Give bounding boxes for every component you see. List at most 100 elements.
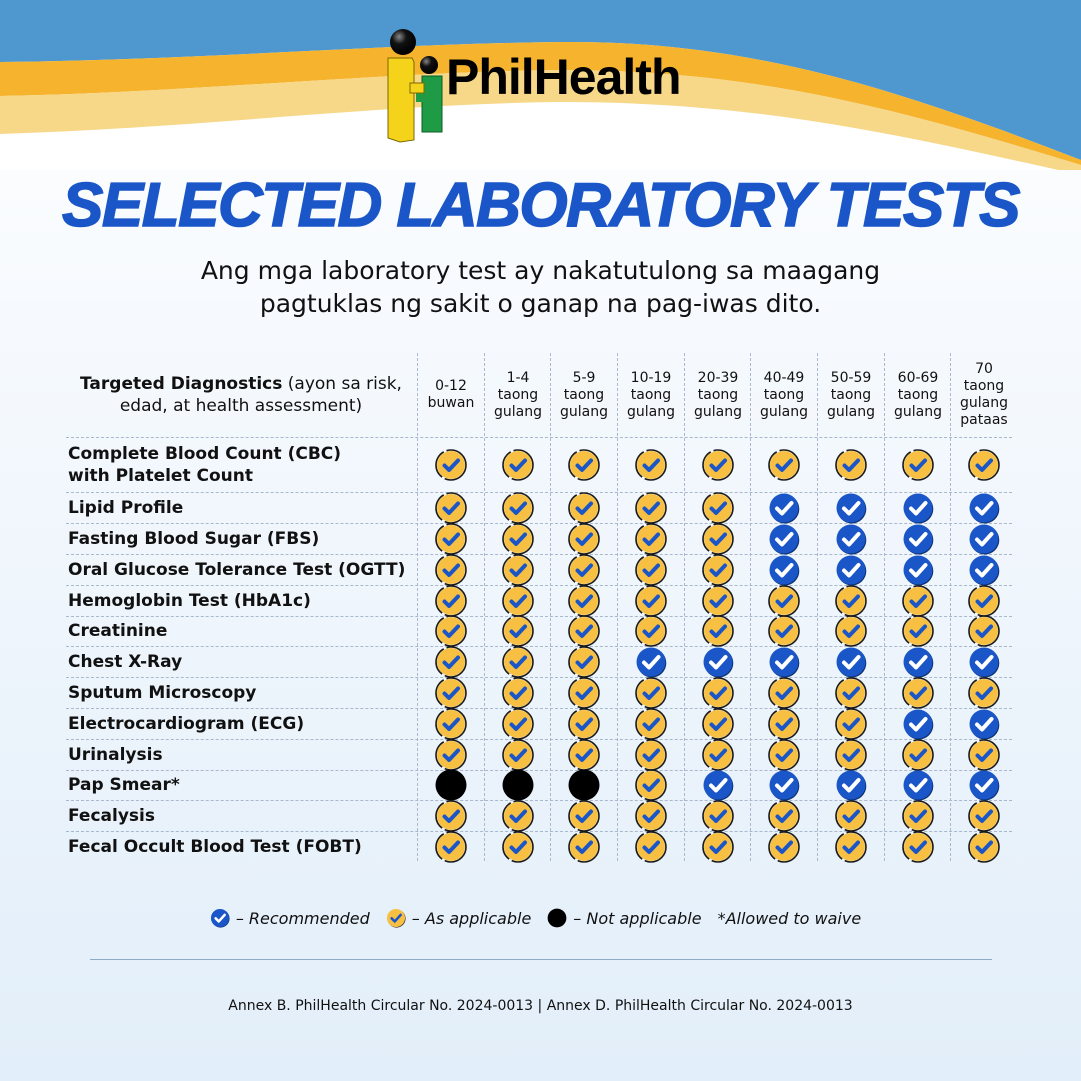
as-applicable-check-icon	[702, 738, 734, 771]
status-cell-as-applicable	[418, 522, 484, 555]
status-cell-as-applicable	[418, 707, 484, 740]
as-applicable-check-icon	[568, 448, 600, 481]
column-divider	[750, 353, 751, 861]
as-applicable-check-icon	[835, 738, 867, 771]
row-divider	[66, 554, 1012, 555]
as-applicable-check-icon	[835, 584, 867, 617]
recommended-check-icon	[836, 524, 867, 554]
as-applicable-check-icon	[435, 645, 467, 678]
as-applicable-check-icon	[568, 707, 600, 740]
status-cell-recommended	[751, 770, 817, 801]
recommended-check-icon	[903, 709, 934, 739]
as-applicable-check-icon	[435, 584, 467, 617]
test-name-line: with Platelet Count	[68, 465, 253, 486]
recommended-check-icon	[836, 770, 867, 801]
as-applicable-check-icon	[635, 707, 667, 740]
as-applicable-check-icon	[568, 799, 600, 832]
as-applicable-check-icon	[768, 676, 800, 709]
status-cell-recommended	[818, 770, 884, 801]
as-applicable-check-icon	[568, 830, 600, 863]
status-cell-as-applicable	[551, 707, 617, 740]
column-header-line: 50-59	[830, 369, 872, 386]
as-applicable-check-icon	[502, 645, 534, 678]
status-cell-as-applicable	[551, 830, 617, 863]
column-header-line: taong	[963, 378, 1005, 394]
as-applicable-check-icon	[702, 553, 734, 586]
status-cell-as-applicable	[685, 799, 751, 832]
as-applicable-check-icon	[568, 738, 600, 771]
test-name-line: Urinalysis	[68, 744, 163, 765]
not-applicable-dot-icon	[502, 769, 534, 801]
as-applicable-check-icon	[502, 448, 534, 481]
recommended-check-icon	[210, 908, 230, 928]
as-applicable-check-icon	[502, 799, 534, 832]
status-cell-as-applicable	[818, 830, 884, 863]
as-applicable-check-icon	[968, 448, 1000, 481]
as-applicable-check-icon	[635, 830, 667, 863]
status-cell-recommended	[818, 523, 884, 554]
status-cell-as-applicable	[618, 830, 684, 863]
as-applicable-check-icon	[435, 830, 467, 863]
legend-not-applicable: – Not applicable	[547, 908, 702, 928]
recommended-check-icon	[969, 555, 1000, 585]
status-cell-as-applicable	[485, 615, 551, 647]
as-applicable-check-icon	[902, 615, 934, 647]
status-cell-as-applicable	[551, 738, 617, 771]
as-applicable-check-icon	[702, 676, 734, 709]
status-cell-as-applicable	[951, 799, 1017, 832]
status-cell-as-applicable	[818, 615, 884, 647]
test-name-label: Pap Smear*	[68, 770, 418, 800]
recommended-check-icon	[903, 524, 934, 554]
recommended-check-icon	[903, 647, 934, 677]
row-divider	[66, 523, 1012, 524]
as-applicable-check-icon	[968, 799, 1000, 832]
subtitle-line-1: Ang mga laboratory test ay nakatutulong …	[200, 256, 881, 285]
status-cell-recommended	[818, 492, 884, 523]
recommended-check-icon	[969, 647, 1000, 677]
recommended-check-icon	[903, 770, 934, 801]
column-header-line: gulang	[894, 403, 942, 420]
column-divider	[884, 353, 885, 861]
recommended-check-icon	[769, 647, 800, 677]
status-cell-as-applicable	[751, 738, 817, 771]
status-cell-as-applicable	[418, 645, 484, 678]
as-applicable-check-icon	[835, 676, 867, 709]
column-header-age-group: 0-12 buwan	[418, 353, 484, 437]
status-cell-recommended	[751, 554, 817, 585]
status-cell-recommended	[951, 770, 1017, 801]
as-applicable-check-icon	[435, 738, 467, 771]
column-header-line: gulang	[494, 403, 542, 420]
status-cell-recommended	[951, 708, 1017, 739]
test-name-line: Fecalysis	[68, 805, 155, 826]
test-name-label: Lipid Profile	[68, 492, 418, 523]
column-divider	[684, 353, 685, 861]
as-applicable-check-icon	[635, 615, 667, 647]
as-applicable-check-icon	[635, 738, 667, 771]
column-header-line: taong	[897, 386, 939, 403]
status-cell-as-applicable	[618, 707, 684, 740]
status-cell-as-applicable	[951, 437, 1017, 492]
as-applicable-check-icon	[386, 908, 406, 928]
status-cell-as-applicable	[685, 707, 751, 740]
status-cell-recommended	[618, 646, 684, 677]
status-cell-as-applicable	[551, 553, 617, 586]
row-divider	[66, 646, 1012, 647]
row-divider	[66, 770, 1012, 771]
status-cell-as-applicable	[818, 676, 884, 709]
status-cell-recommended	[885, 523, 951, 554]
row-divider	[66, 800, 1012, 801]
as-applicable-check-icon	[635, 491, 667, 524]
status-cell-as-applicable	[751, 707, 817, 740]
recommended-check-icon	[836, 647, 867, 677]
row-divider	[66, 708, 1012, 709]
subtitle-line-2: pagtuklas ng sakit o ganap na pag-iwas d…	[259, 289, 822, 318]
as-applicable-check-icon	[568, 522, 600, 555]
status-cell-as-applicable	[485, 676, 551, 709]
as-applicable-check-icon	[502, 738, 534, 771]
as-applicable-check-icon	[768, 584, 800, 617]
logo-figures-icon	[387, 29, 443, 143]
row-divider	[66, 492, 1012, 493]
status-cell-as-applicable	[485, 830, 551, 863]
status-cell-as-applicable	[951, 676, 1017, 709]
column-header-line: gulang	[827, 403, 875, 420]
